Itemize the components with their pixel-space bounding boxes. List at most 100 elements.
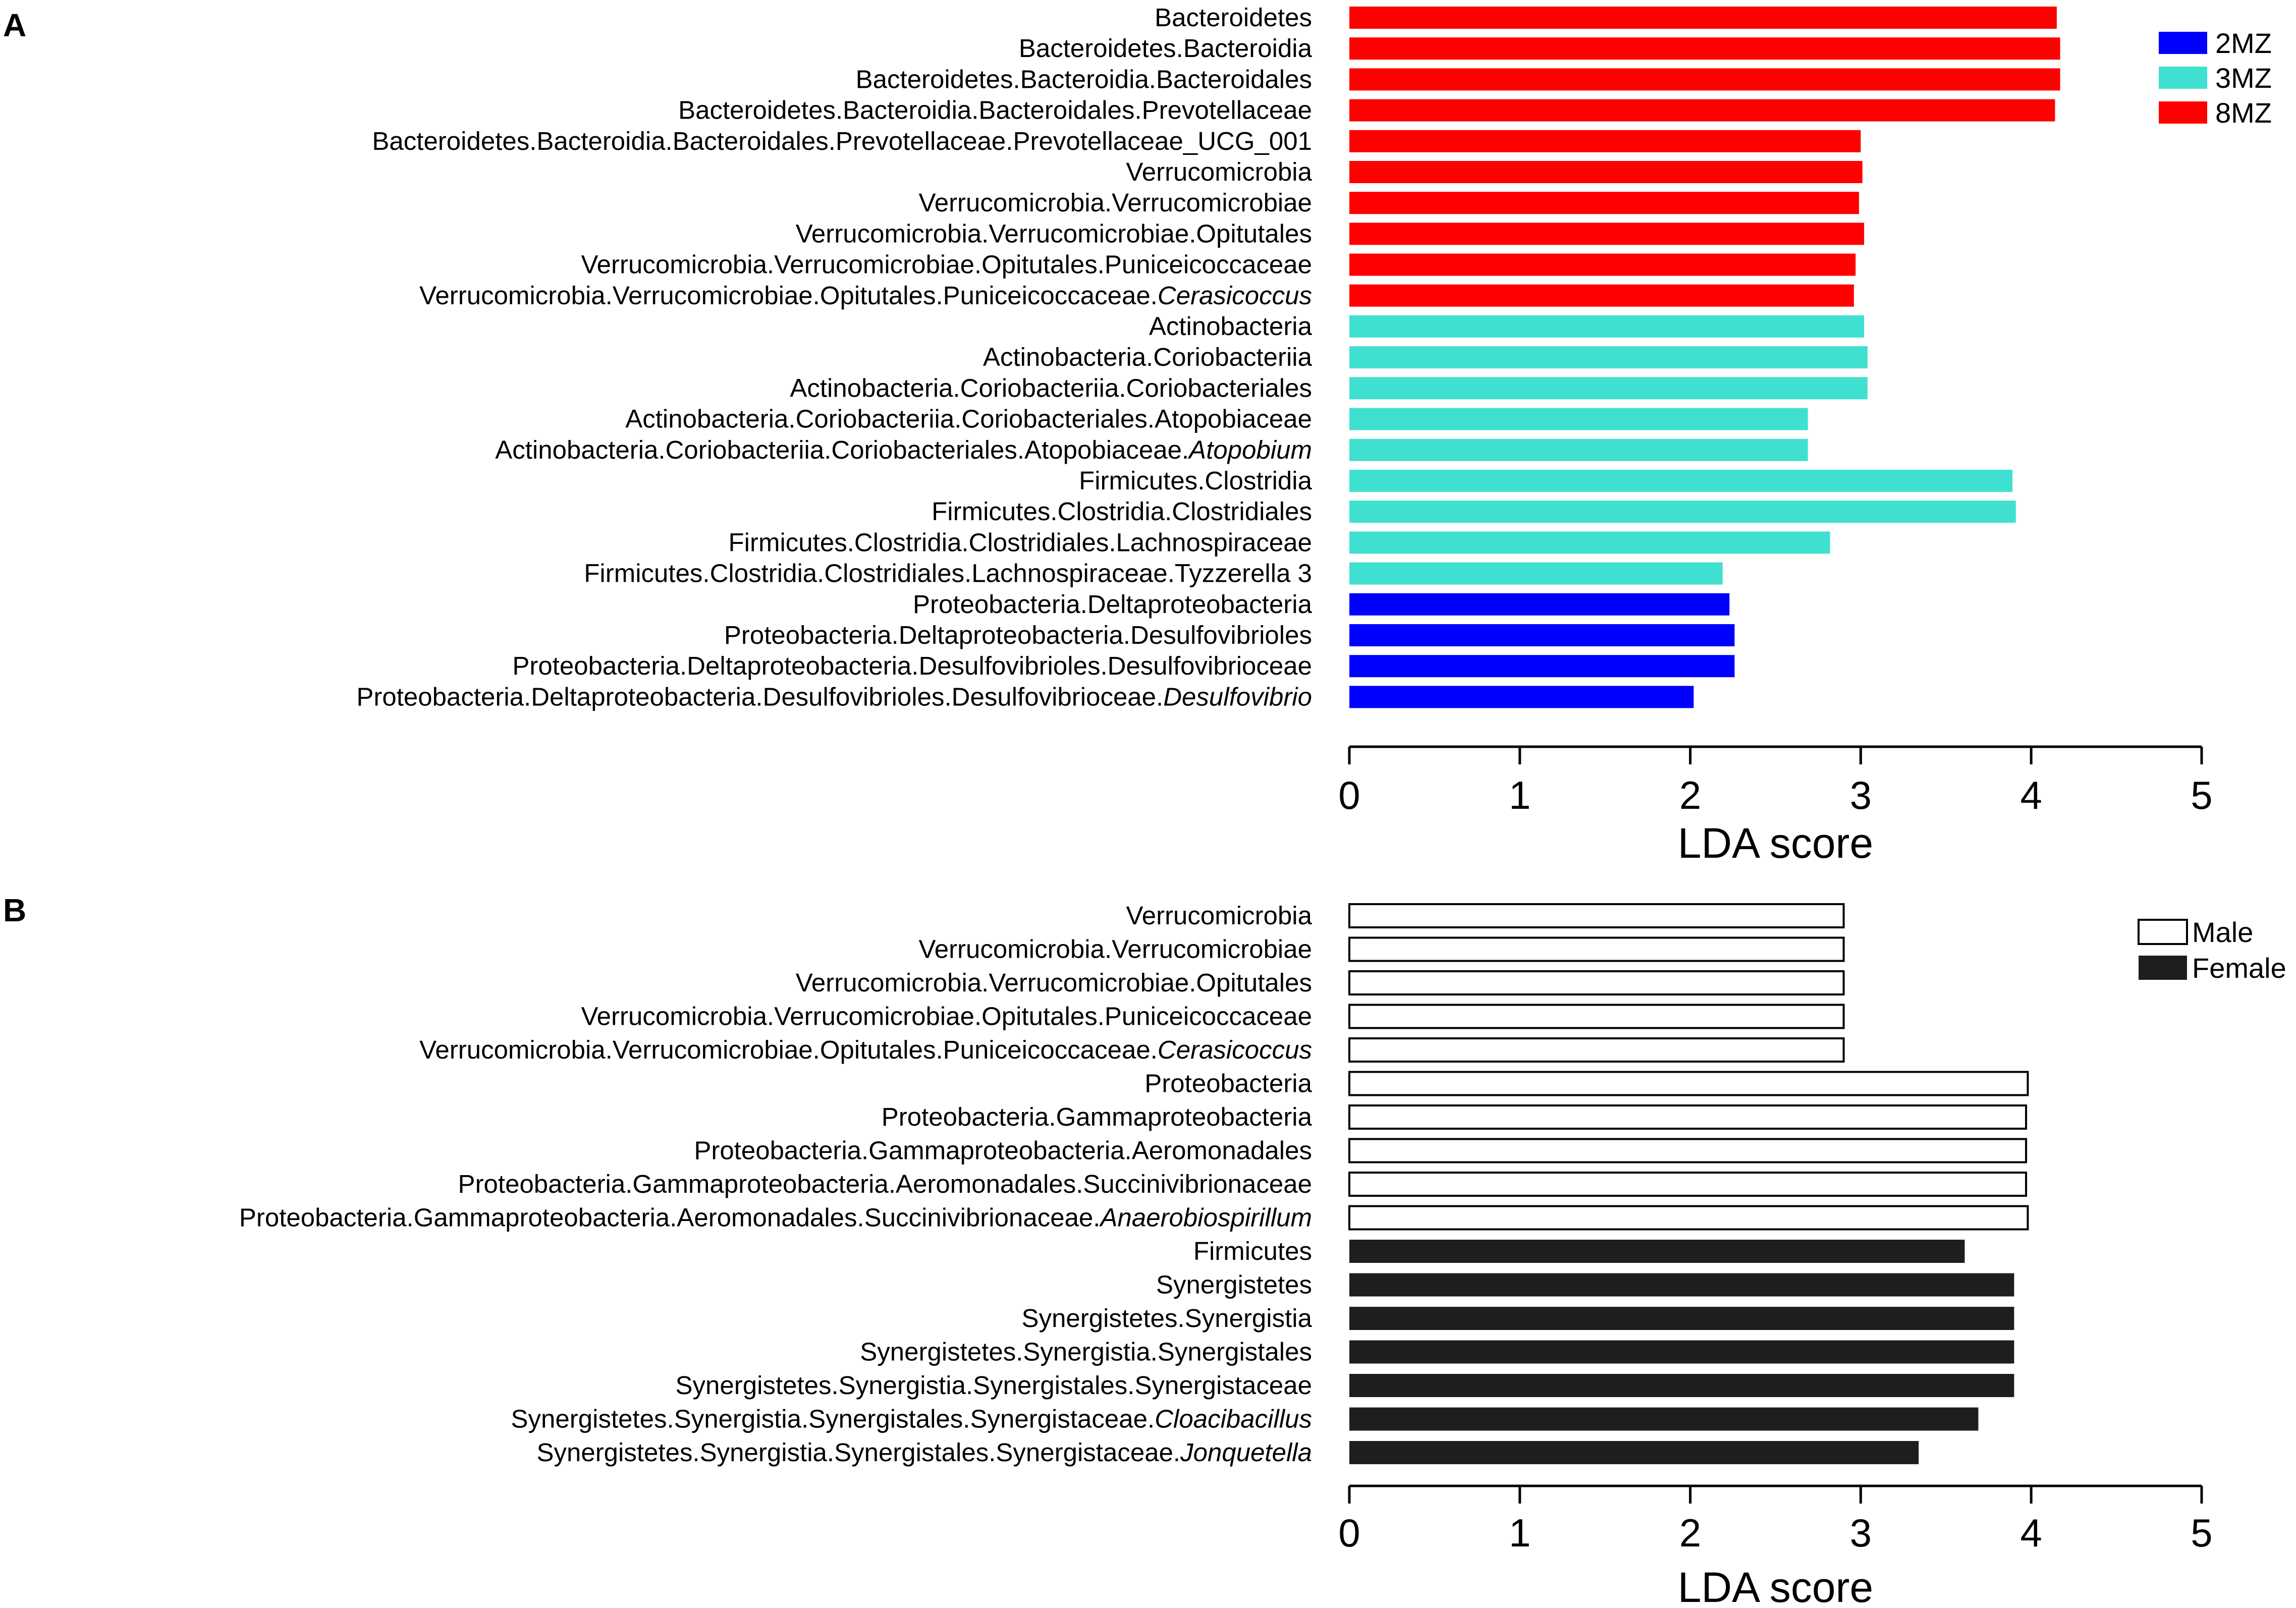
x-tick-label: 0	[1338, 1511, 1360, 1555]
panel-label: A	[3, 7, 26, 43]
taxon-label: Actinobacteria.Coriobacteriia.Coriobacte…	[790, 373, 1312, 402]
taxon-label-main: Verrucomicrobia.Verrucomicrobiae.Opituta…	[419, 1035, 1158, 1064]
panel-a-lda-chart: A BacteroidetesBacteroidetes.BacteroidiaB…	[3, 3, 2272, 867]
lda-bar	[1349, 655, 1735, 678]
taxon-label: Proteobacteria.Gammaproteobacteria.Aerom…	[694, 1136, 1312, 1165]
taxon-label: Verrucomicrobia.Verrucomicrobiae.Opituta…	[581, 250, 1312, 279]
taxon-label-genus: Cloacibacillus	[1155, 1405, 1312, 1433]
taxon-label: Verrucomicrobia.Verrucomicrobiae.Opituta…	[419, 1035, 1312, 1064]
lda-bar	[1348, 1104, 2028, 1130]
taxon-label: Verrucomicrobia	[1126, 157, 1313, 186]
lda-bar	[1348, 1004, 1845, 1029]
taxon-label-main: Proteobacteria.Deltaproteobacteria.Desul…	[512, 651, 1312, 680]
lda-bar	[1349, 501, 2016, 523]
taxon-label-main: Proteobacteria.Deltaproteobacteria.Desul…	[724, 621, 1312, 649]
x-tick-label: 0	[1338, 773, 1360, 817]
lda-bar	[1348, 970, 1845, 995]
taxon-label-main: Proteobacteria.Deltaproteobacteria	[913, 590, 1313, 619]
taxon-label: Bacteroidetes.Bacteroidia.Bacteroidales.…	[678, 96, 1312, 125]
taxon-label-main: Proteobacteria.Gammaproteobacteria	[882, 1102, 1313, 1131]
taxon-label-main: Synergistetes.Synergistia.Synergistales	[860, 1338, 1312, 1366]
taxon-label-main: Proteobacteria.Gammaproteobacteria.Aerom…	[694, 1136, 1312, 1165]
taxon-label: Proteobacteria.Gammaproteobacteria	[882, 1102, 1313, 1131]
x-tick-label: 3	[1850, 1511, 1872, 1555]
taxon-label-main: Bacteroidetes	[1155, 3, 1312, 32]
x-tick-label: 1	[1509, 773, 1530, 817]
lda-bar	[1349, 130, 1861, 152]
lda-bar	[1349, 1340, 2014, 1364]
panel-b-lda-chart: B Verrucomicrobia Verrucomicrobia.Verrucom…	[3, 892, 2286, 1608]
taxon-label-main: Synergistetes.Synergistia.Synergistales.…	[676, 1371, 1312, 1400]
taxon-label-genus: Atopobium	[1187, 435, 1312, 464]
taxon-label: Actinobacteria	[1149, 312, 1313, 341]
lda-bar	[1349, 315, 1865, 338]
lda-bar	[1349, 37, 2060, 60]
lda-bar	[1348, 936, 1845, 962]
taxon-label: Synergistetes	[1156, 1270, 1312, 1299]
taxon-label: Actinobacteria.Coriobacteriia.Coriobacte…	[495, 435, 1312, 464]
taxon-label: Bacteroidetes.Bacteroidia	[1019, 34, 1313, 63]
taxon-label: Firmicutes	[1193, 1237, 1312, 1265]
panel-label: B	[3, 892, 26, 928]
taxon-label-main: Firmicutes	[1193, 1237, 1312, 1265]
lda-bar	[1349, 7, 2057, 29]
taxon-label-main: Firmicutes.Clostridia	[1079, 466, 1313, 495]
taxon-label: Synergistetes.Synergistia.Synergistales	[860, 1338, 1312, 1366]
lda-bar	[1349, 68, 2060, 91]
taxon-label-main: Verrucomicrobia	[1126, 901, 1313, 930]
x-tick-label: 2	[1679, 773, 1701, 817]
legend-swatch	[2138, 919, 2188, 945]
x-tick-label: 4	[2020, 773, 2042, 817]
taxon-label: Firmicutes.Clostridia.Clostridiales	[932, 497, 1312, 526]
taxon-label-main: Verrucomicrobia.Verrucomicrobiae.Opituta…	[796, 219, 1312, 248]
taxon-label: Bacteroidetes.Bacteroidia.Bacteroidales.…	[372, 127, 1312, 155]
taxon-label-main: Actinobacteria.Coriobacteriia.Coriobacte…	[625, 405, 1312, 433]
lda-bar	[1349, 1441, 1919, 1464]
lda-bar	[1348, 1037, 1845, 1063]
lda-bar	[1349, 593, 1730, 616]
legend-label: Female	[2192, 952, 2286, 984]
taxon-label-main: Firmicutes.Clostridia.Clostridiales.Lach…	[729, 528, 1312, 557]
taxon-label-genus: Jonquetella	[1180, 1438, 1312, 1467]
taxon-label: Firmicutes.Clostridia	[1079, 466, 1313, 495]
taxon-label-genus: Cerasicoccus	[1158, 281, 1312, 310]
legend-label: 2MZ	[2215, 27, 2272, 59]
taxon-label: Proteobacteria	[1144, 1069, 1312, 1098]
lda-bar	[1348, 1138, 2028, 1163]
x-tick-label: 3	[1850, 773, 1872, 817]
taxon-label-main: Proteobacteria.Gammaproteobacteria.Aerom…	[239, 1203, 1101, 1232]
x-tick-label: 2	[1679, 1511, 1701, 1555]
taxon-label: Proteobacteria.Deltaproteobacteria.Desul…	[512, 651, 1312, 680]
taxon-label-main: Actinobacteria	[1149, 312, 1313, 341]
taxon-label-main: Verrucomicrobia.Verrucomicrobiae.Opituta…	[581, 1002, 1312, 1031]
lda-bar	[1349, 562, 1723, 585]
x-tick-label: 5	[2191, 773, 2212, 817]
lda-bar	[1348, 1071, 2029, 1096]
taxon-label: Proteobacteria.Deltaproteobacteria.Desul…	[356, 682, 1312, 711]
lda-bar	[1348, 903, 1845, 928]
taxon-label-main: Bacteroidetes.Bacteroidia.Bacteroidales	[856, 65, 1312, 93]
taxon-label: Actinobacteria.Coriobacteriia	[983, 343, 1313, 371]
taxon-label-main: Proteobacteria	[1144, 1069, 1312, 1098]
lda-bar	[1348, 1172, 2028, 1197]
taxon-label-main: Actinobacteria.Coriobacteriia	[983, 343, 1313, 371]
x-tick-label: 4	[2020, 1511, 2042, 1555]
taxon-label-main: Synergistetes.Synergistia.Synergistales.…	[536, 1438, 1180, 1467]
legend-swatch	[2159, 32, 2207, 54]
taxon-label-main: Verrucomicrobia.Verrucomicrobiae	[919, 188, 1313, 217]
lda-bar	[1349, 161, 1863, 183]
taxon-label-main: Synergistetes.Synergistia	[1022, 1304, 1313, 1333]
legend-swatch	[2159, 67, 2207, 89]
legend-label: 3MZ	[2215, 62, 2272, 94]
taxon-label-main: Actinobacteria.Coriobacteriia.Coriobacte…	[495, 435, 1189, 464]
lda-bar	[1349, 408, 1808, 430]
lda-bar	[1349, 1273, 2014, 1297]
x-axis-title: LDA score	[1678, 1564, 1874, 1608]
taxon-label: Proteobacteria.Gammaproteobacteria.Aerom…	[458, 1170, 1312, 1198]
taxon-label: Synergistetes.Synergistia.Synergistales.…	[511, 1405, 1312, 1433]
lda-bar	[1349, 1407, 1979, 1431]
lda-bar	[1349, 531, 1830, 554]
taxon-label: Verrucomicrobia.Verrucomicrobiae.Opituta…	[581, 1002, 1312, 1031]
